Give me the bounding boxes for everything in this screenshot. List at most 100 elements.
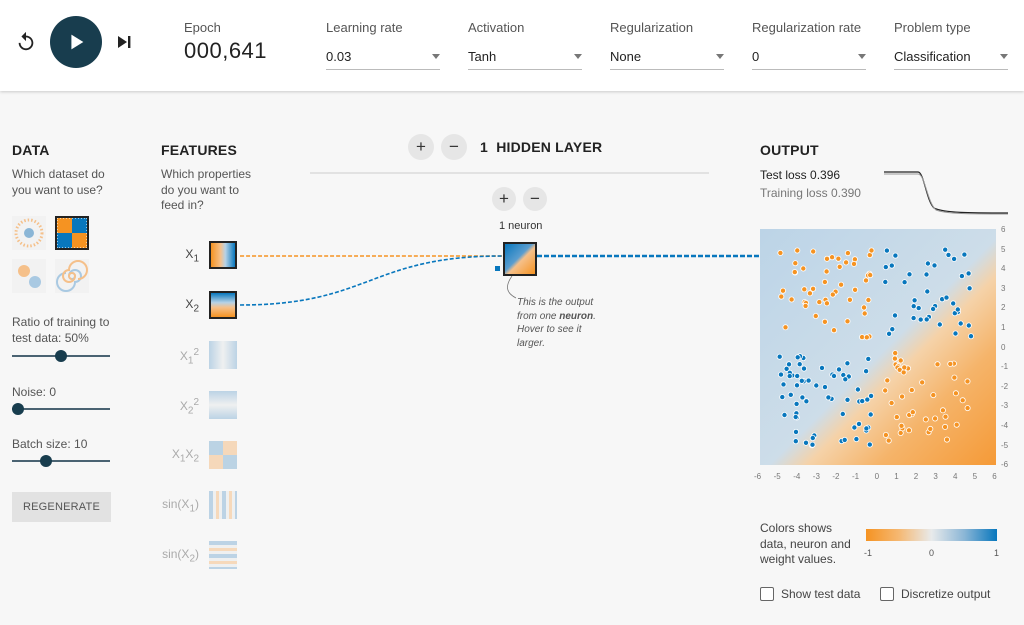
remove-neuron-button[interactable]: − — [523, 187, 547, 211]
y-axis-tick: 1 — [1001, 323, 1006, 332]
slider-knob[interactable] — [40, 455, 53, 467]
y-axis-tick: 3 — [1001, 283, 1006, 293]
feature-label-x2-squared: X22 — [179, 397, 199, 417]
training-loss: Training loss 0.390 — [760, 186, 861, 200]
feature-label-sin-x2: sin(X2) — [162, 547, 199, 565]
dataset-circle[interactable] — [12, 216, 46, 250]
regenerate-button[interactable]: REGENERATE — [12, 492, 111, 522]
dataset-spiral[interactable] — [55, 259, 89, 293]
x-axis-tick: 1 — [894, 472, 899, 481]
noise-slider[interactable] — [12, 403, 110, 415]
neuron-1[interactable] — [503, 242, 537, 276]
batch-value: 10 — [74, 437, 88, 451]
feature-sin-x1[interactable] — [209, 491, 237, 519]
regularization-select[interactable]: None — [610, 48, 724, 70]
output-title: OUTPUT — [760, 142, 819, 158]
feature-sin-x2[interactable] — [209, 541, 237, 569]
legend-tick-mid: 0 — [929, 548, 935, 558]
plus-icon: + — [416, 137, 426, 156]
y-axis-tick: -6 — [1001, 460, 1009, 470]
remove-layer-button[interactable]: − — [441, 134, 467, 160]
x-axis-tick: 3 — [933, 472, 938, 481]
slider-knob[interactable] — [55, 350, 67, 362]
spiral-dataset-icon — [55, 259, 89, 293]
feature-x2-squared[interactable] — [209, 391, 237, 419]
y-axis-tick: 4 — [1001, 264, 1006, 274]
x-axis-tick: -5 — [773, 472, 781, 481]
minus-icon: − — [530, 189, 540, 208]
dataset-xor[interactable] — [55, 216, 89, 250]
x-axis-tick: 5 — [972, 472, 978, 481]
play-icon — [71, 34, 84, 50]
slider-knob[interactable] — [12, 403, 24, 415]
ratio-slider[interactable] — [12, 350, 110, 362]
discretize-output-checkbox[interactable] — [880, 587, 894, 601]
problem-type-select[interactable]: Classification — [894, 48, 1008, 70]
circle-dataset-icon — [12, 216, 46, 250]
neuron-count-label: 1 neuron — [499, 220, 543, 232]
note-pointer — [507, 275, 517, 299]
y-axis-tick: 0 — [1001, 342, 1006, 352]
x-axis-tick: 4 — [953, 472, 958, 481]
y-axis-tick: 5 — [1001, 244, 1006, 254]
ratio-label: Ratio of training to test data: 50% — [12, 315, 110, 345]
weight-link-x2[interactable] — [239, 255, 503, 306]
neuron-note: This is the output from one neuron. Hove… — [517, 297, 596, 349]
regularization-rate-select[interactable]: 0 — [752, 48, 866, 70]
data-question: Which dataset do you want to use? — [12, 167, 105, 197]
x-axis-tick: -4 — [793, 472, 801, 481]
noise-label: Noise: 0 — [12, 385, 57, 399]
y-axis-tick: -4 — [1001, 421, 1009, 430]
xor-dataset-icon — [57, 218, 87, 248]
x-axis-tick: -6 — [754, 472, 762, 481]
dataset-gaussian[interactable] — [12, 259, 46, 293]
color-legend-bar — [866, 529, 997, 541]
x-axis-tick: -2 — [832, 472, 840, 481]
legend-tick-max: 1 — [994, 548, 1000, 558]
y-axis-tick: 2 — [1001, 303, 1006, 313]
feature-label-x1x2: X1X2 — [171, 447, 199, 465]
add-neuron-button[interactable]: + — [492, 187, 516, 211]
feature-x1[interactable] — [209, 241, 237, 269]
feature-x2[interactable] — [209, 291, 237, 319]
x-axis-tick: 0 — [874, 472, 880, 481]
feature-x1x2[interactable] — [209, 441, 237, 469]
reset-button[interactable] — [14, 30, 38, 54]
feature-label-x1-squared: X12 — [179, 347, 199, 367]
y-axis-tick: -2 — [1001, 381, 1009, 391]
play-button[interactable] — [50, 16, 102, 68]
features-question: Which properties do you want to feed in? — [161, 167, 252, 212]
hidden-layer-title: 1 HIDDEN LAYER — [480, 139, 603, 155]
y-axis-tick: -5 — [1001, 440, 1009, 450]
epoch-label: Epoch — [184, 20, 221, 35]
top-bar: Epoch 000,641 Learning rate 0.03 Activat… — [0, 0, 1024, 91]
regularization-rate-label: Regularization rate — [752, 20, 862, 35]
test-loss: Test loss 0.396 — [760, 168, 841, 182]
add-layer-button[interactable]: + — [408, 134, 434, 160]
show-test-data-label[interactable]: Show test data — [781, 587, 861, 601]
feature-x1-squared[interactable] — [209, 341, 237, 369]
data-title: DATA — [12, 142, 50, 158]
chevron-down-icon — [1000, 54, 1008, 59]
neuron-bias[interactable] — [495, 266, 500, 271]
reset-icon — [18, 31, 34, 51]
feature-label-x2: X2 — [185, 297, 199, 315]
chevron-down-icon — [432, 54, 440, 59]
features-title: FEATURES — [161, 142, 238, 158]
show-test-data-checkbox[interactable] — [760, 587, 774, 601]
chevron-down-icon — [858, 54, 866, 59]
y-axis-tick: 6 — [1001, 225, 1006, 234]
batch-slider[interactable] — [12, 455, 110, 467]
learning-rate-select[interactable]: 0.03 — [326, 48, 440, 70]
problem-type-label: Problem type — [894, 20, 971, 35]
step-button[interactable] — [114, 30, 134, 54]
ratio-value: 50% — [64, 330, 89, 345]
activation-select[interactable]: Tanh — [468, 48, 582, 70]
y-axis-tick: -3 — [1001, 401, 1009, 411]
discretize-output-label[interactable]: Discretize output — [901, 587, 991, 601]
plus-icon: + — [499, 189, 509, 208]
chevron-down-icon — [574, 54, 582, 59]
x-axis-tick: -3 — [812, 472, 820, 481]
activation-label: Activation — [468, 20, 525, 35]
